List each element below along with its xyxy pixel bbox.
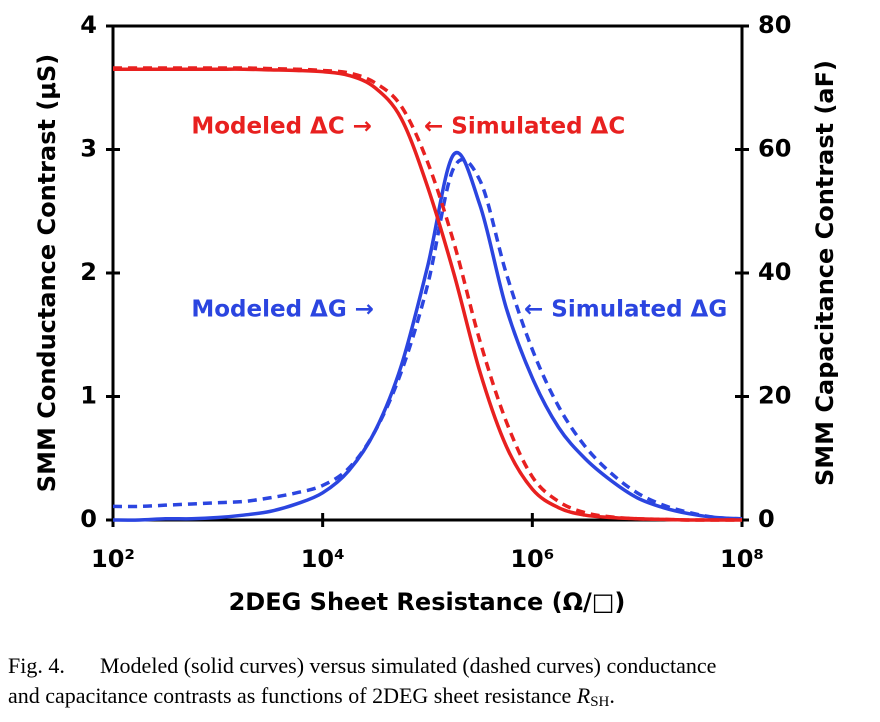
x-tick-label: 10²: [91, 545, 135, 573]
annotation: ← Simulated ΔC: [424, 114, 625, 140]
series-line: [113, 66, 742, 522]
caption-line: Modeled (solid curves) versus simulated …: [100, 653, 716, 678]
x-tick-label: 10⁴: [301, 545, 345, 573]
y2-tick-label: 40: [758, 258, 791, 286]
y-tick-label: 3: [80, 135, 97, 163]
series-line: [112, 157, 743, 521]
y-tick-label: 4: [80, 11, 97, 39]
y2-axis-label: SMM Capacitance Contrast (aF): [811, 60, 839, 486]
y2-tick-label: 80: [758, 11, 791, 39]
caption-subscript: SH: [590, 694, 609, 710]
annotation: Modeled ΔG →: [191, 297, 374, 323]
series-line: [112, 150, 743, 522]
caption-end: .: [609, 683, 615, 708]
caption-line: and capacitance contrasts as functions o…: [8, 683, 571, 708]
y2-tick-label: 20: [758, 382, 791, 410]
y2-tick-label: 60: [758, 135, 791, 163]
caption-line: and capacitance contrasts as functions o…: [8, 683, 615, 710]
y-tick-label: 0: [80, 505, 97, 533]
annotation: ← Simulated ΔG: [524, 297, 727, 323]
x-tick-label: 10⁶: [510, 545, 554, 573]
y-tick-label: 2: [80, 258, 97, 286]
caption-label: Fig. 4.: [8, 653, 65, 678]
y2-tick-label: 0: [758, 505, 775, 533]
y-tick-label: 1: [80, 382, 97, 410]
y-axis-label: SMM Conductance Contrast (μS): [33, 54, 61, 492]
annotation: Modeled ΔC →: [191, 114, 372, 140]
x-tick-label: 10⁸: [720, 545, 764, 573]
x-axis-label: 2DEG Sheet Resistance (Ω/□): [229, 588, 626, 616]
caption-symbol: R: [576, 683, 591, 708]
